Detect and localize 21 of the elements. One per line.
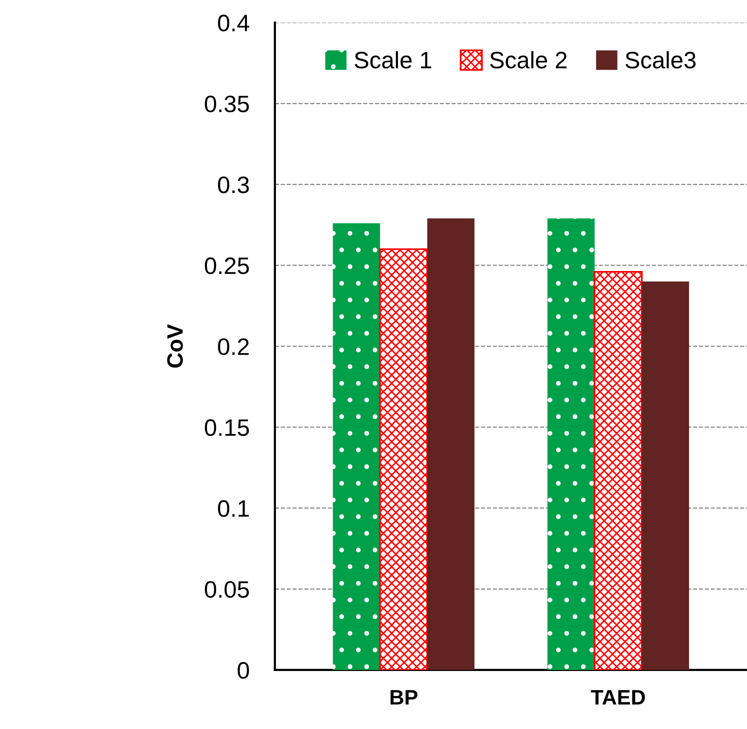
y-axis-title: CoV bbox=[167, 324, 183, 368]
y-tick-label: 0.2 bbox=[218, 338, 249, 356]
bar bbox=[642, 282, 690, 670]
x-tick-label: TAED bbox=[590, 690, 645, 704]
x-tick-label: BP bbox=[390, 690, 418, 704]
bar bbox=[427, 218, 474, 670]
y-tick-label: 0.35 bbox=[204, 96, 249, 112]
y-tick-label: 0.3 bbox=[218, 176, 249, 194]
y-tick-label: 0.4 bbox=[218, 14, 250, 32]
bar bbox=[379, 248, 428, 670]
y-tick-label: 0.05 bbox=[204, 581, 249, 598]
legend-label: Scale 1 bbox=[354, 51, 432, 68]
y-tick-label: 0 bbox=[238, 662, 249, 679]
y-tick-label: 0.15 bbox=[204, 419, 249, 436]
y-tick-label: 0.25 bbox=[204, 257, 249, 274]
legend-label: Scale3 bbox=[626, 51, 696, 68]
y-tick-label: 0.1 bbox=[218, 500, 249, 517]
bar bbox=[547, 218, 595, 670]
legend-label: Scale 2 bbox=[490, 51, 567, 68]
bar bbox=[332, 223, 380, 670]
bar bbox=[594, 270, 643, 670]
